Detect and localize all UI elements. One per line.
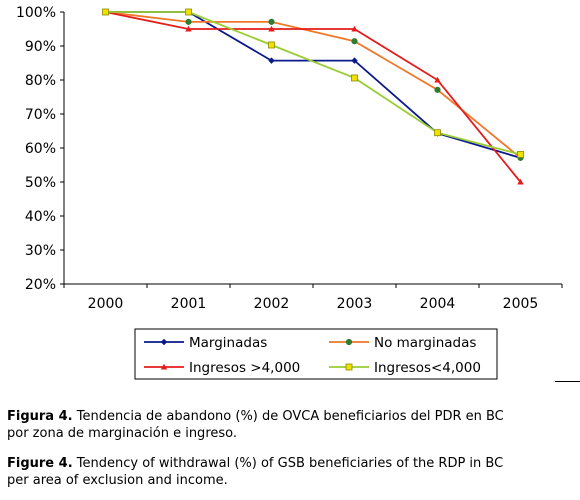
triangle-marker — [185, 25, 192, 32]
chart-axes: 20% 30% 40% 50% 60% 70% 80% 90% 100% 2000 2001 2002… — [16, 5, 563, 312]
circle-marker — [268, 18, 275, 25]
legend-label: Marginadas — [189, 335, 267, 351]
y-tick-label: 50% — [25, 175, 56, 191]
legend-box — [134, 328, 498, 380]
y-tick-label: 60% — [25, 141, 56, 157]
diamond-marker — [160, 338, 168, 346]
square-marker — [102, 8, 109, 16]
triangle-marker — [160, 363, 168, 370]
square-marker — [268, 41, 275, 49]
y-tick-label: 100% — [16, 5, 56, 21]
circle-marker — [434, 86, 441, 93]
caption-english-label: Figure 4. — [7, 456, 73, 471]
series-line — [105, 11, 522, 159]
triangle-marker — [351, 25, 358, 32]
series-line — [105, 11, 522, 183]
x-tick-label: 2002 — [254, 296, 290, 312]
caption-spanish-text: Tendencia de abandono (%) de OVCA benefi… — [7, 409, 504, 441]
square-marker — [517, 151, 524, 158]
chart-series — [102, 8, 524, 185]
triangle-marker — [434, 76, 441, 83]
y-tick-label: 90% — [25, 39, 56, 55]
series-line — [105, 11, 521, 159]
square-marker — [185, 8, 192, 16]
circle-marker — [345, 338, 353, 346]
divider-line — [555, 381, 580, 382]
y-tick-label: 80% — [25, 73, 56, 89]
x-tick-label: 2000 — [88, 296, 124, 312]
circle-marker — [351, 38, 358, 45]
caption-english-text: Tendency of withdrawal (%) of GSB benefi… — [7, 456, 504, 488]
x-tick-label: 2003 — [337, 296, 373, 312]
y-tick-label: 40% — [25, 209, 56, 225]
x-tick-label: 2005 — [503, 296, 539, 312]
y-tick-label: 70% — [25, 107, 56, 123]
series-ingresos-4-000 — [102, 8, 524, 185]
square-marker — [351, 74, 358, 82]
legend-label: No marginadas — [374, 335, 476, 351]
legend-label: Ingresos >4,000 — [189, 360, 300, 376]
y-tick-label: 30% — [25, 243, 56, 259]
x-tick-label: 2004 — [420, 296, 456, 312]
circle-marker — [185, 18, 192, 25]
legend-label: Ingresos<4,000 — [374, 360, 481, 376]
line-chart: 20% 30% 40% 50% 60% 70% 80% 90% 100% 2000 2001 2002… — [16, 5, 563, 380]
series-line — [105, 11, 521, 156]
y-tick-label: 20% — [25, 277, 56, 293]
x-tick-label: 2001 — [171, 296, 207, 312]
caption-spanish: Figura 4. Tendencia de abandono (%) de O… — [7, 408, 527, 442]
chart-legend: Marginadas No marginadas Ingresos >4,000 In… — [134, 328, 498, 380]
caption-spanish-label: Figura 4. — [7, 409, 73, 424]
triangle-marker — [517, 178, 524, 185]
square-marker — [345, 363, 353, 371]
diamond-marker — [268, 57, 275, 64]
triangle-marker — [268, 25, 275, 32]
square-marker — [434, 129, 441, 137]
diamond-marker — [351, 57, 358, 64]
caption-english: Figure 4. Tendency of withdrawal (%) of … — [7, 455, 527, 489]
series-ingresos-4-000 — [102, 8, 524, 158]
